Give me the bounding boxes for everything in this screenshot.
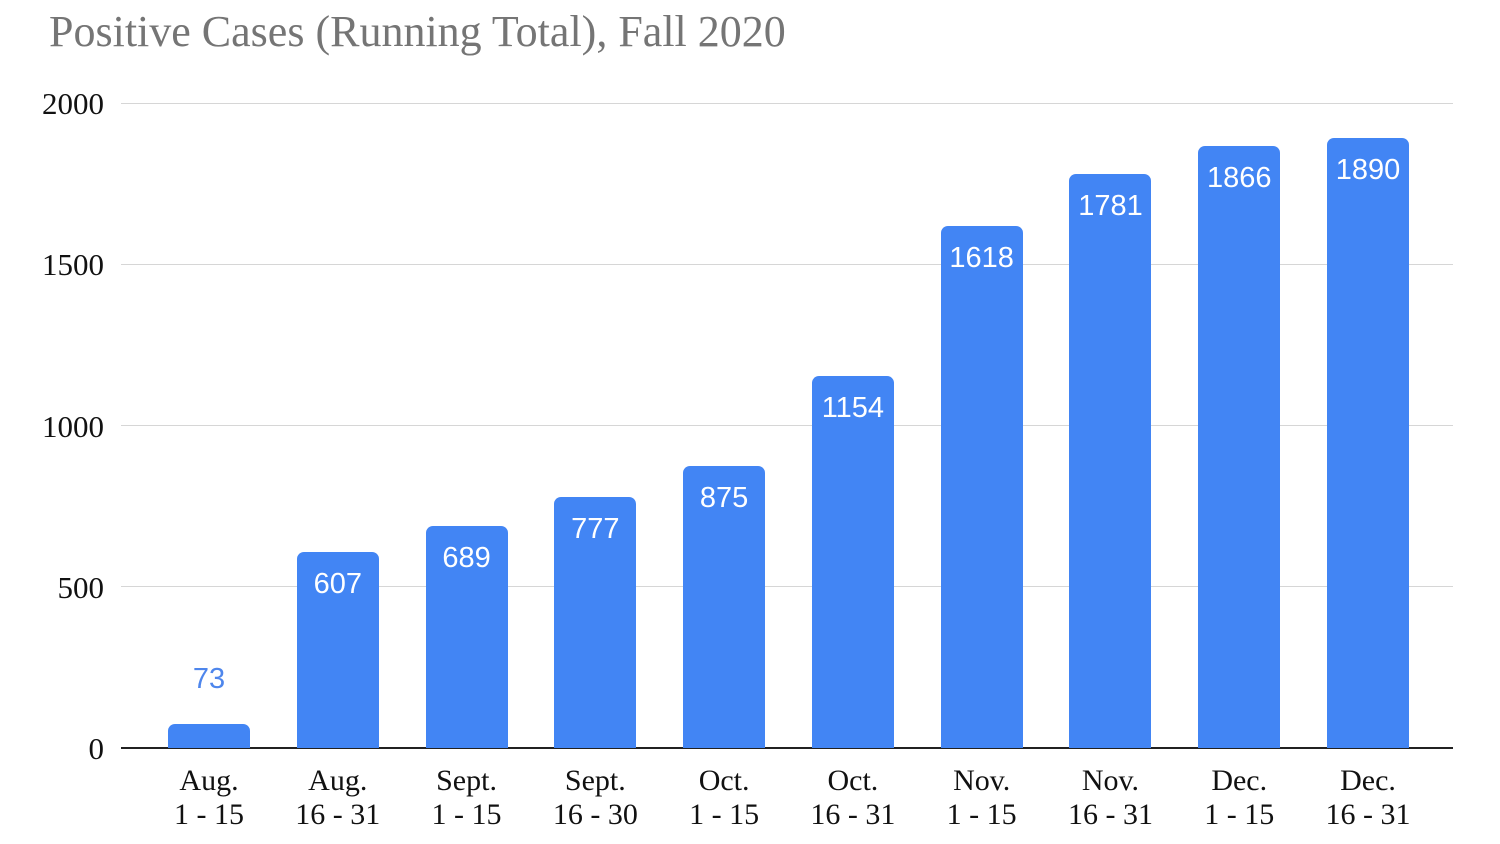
x-axis-category-line1: Oct. [827,764,879,797]
bar-value-label: 777 [571,513,620,545]
x-axis-category-line2: 16 - 31 [295,798,381,831]
gridline [121,586,1453,588]
bar-value-label: 607 [313,568,362,600]
bar-value-label: 1781 [1078,190,1143,222]
x-axis-category-label: Sept. 16 - 30 [520,764,670,832]
bar-value-label: 1890 [1335,154,1401,186]
x-axis-category-label: Nov. 16 - 31 [1035,764,1185,832]
y-axis-tick-label: 1500 [42,247,104,283]
x-axis-category-label: Aug. 16 - 31 [263,764,413,832]
x-axis-category-label: Nov. 1 - 15 [907,764,1057,832]
bar [554,497,637,748]
y-axis-tick-label: 0 [88,731,105,766]
x-axis-line [121,747,1453,749]
y-axis-tick-label: 500 [57,569,105,605]
x-axis-category-line1: Sept. [436,764,497,797]
x-axis-category-line2: 16 - 31 [1325,798,1411,831]
x-axis-category-label: Oct. 16 - 31 [778,764,928,832]
x-axis-category-line2: 16 - 31 [810,798,896,831]
bar-value-label: 875 [699,482,749,514]
bar-value-label: 1618 [949,242,1014,274]
bar-value-label: 1154 [821,392,885,424]
x-axis-category-line1: Aug. [179,764,239,797]
bar [168,724,250,748]
x-axis-category-line2: 1 - 15 [174,798,244,831]
x-axis-category-label: Oct. 1 - 15 [649,764,799,832]
y-axis-tick-label: 1000 [42,408,104,444]
x-axis-category-line2: 1 - 15 [689,798,760,831]
x-axis-category-line1: Aug. [308,764,368,797]
x-axis-category-line2: 16 - 30 [552,798,638,831]
bar [811,376,894,748]
bar [940,226,1023,748]
x-axis-category-line2: 1 - 15 [946,798,1017,831]
gridline [121,102,1453,104]
x-axis-category-line2: 1 - 15 [431,798,502,831]
bar [683,466,766,748]
bar [1327,138,1410,748]
bar-value-label: 689 [442,542,491,574]
bar-value-label: 73 [192,663,226,695]
bar [425,526,508,748]
x-axis-category-line1: Nov. [953,764,1011,797]
bar [296,552,379,748]
x-axis-category-label: Dec. 16 - 31 [1293,764,1443,832]
bar [1198,146,1281,748]
gridline [121,425,1453,426]
x-axis-category-line1: Sept. [564,764,626,797]
x-axis-category-line1: Nov. [1081,764,1140,797]
bar [1069,174,1152,748]
gridline [121,263,1453,265]
x-axis-category-line2: 1 - 15 [1204,798,1275,831]
y-axis-tick-label: 2000 [42,86,104,121]
x-axis-category-line2: 16 - 31 [1067,798,1153,831]
x-axis-category-label: Sept. 1 - 15 [392,764,542,832]
x-axis-category-line1: Dec. [1211,764,1268,797]
x-axis-category-label: Aug. 1 - 15 [134,764,284,832]
x-axis-category-label: Dec. 1 - 15 [1164,764,1314,832]
chart-title: Positive Cases (Running Total), Fall 202… [49,7,786,56]
x-axis-category-line1: Oct. [698,764,750,797]
x-axis-category-line1: Dec. [1340,764,1396,797]
bar-value-label: 1866 [1206,162,1272,194]
